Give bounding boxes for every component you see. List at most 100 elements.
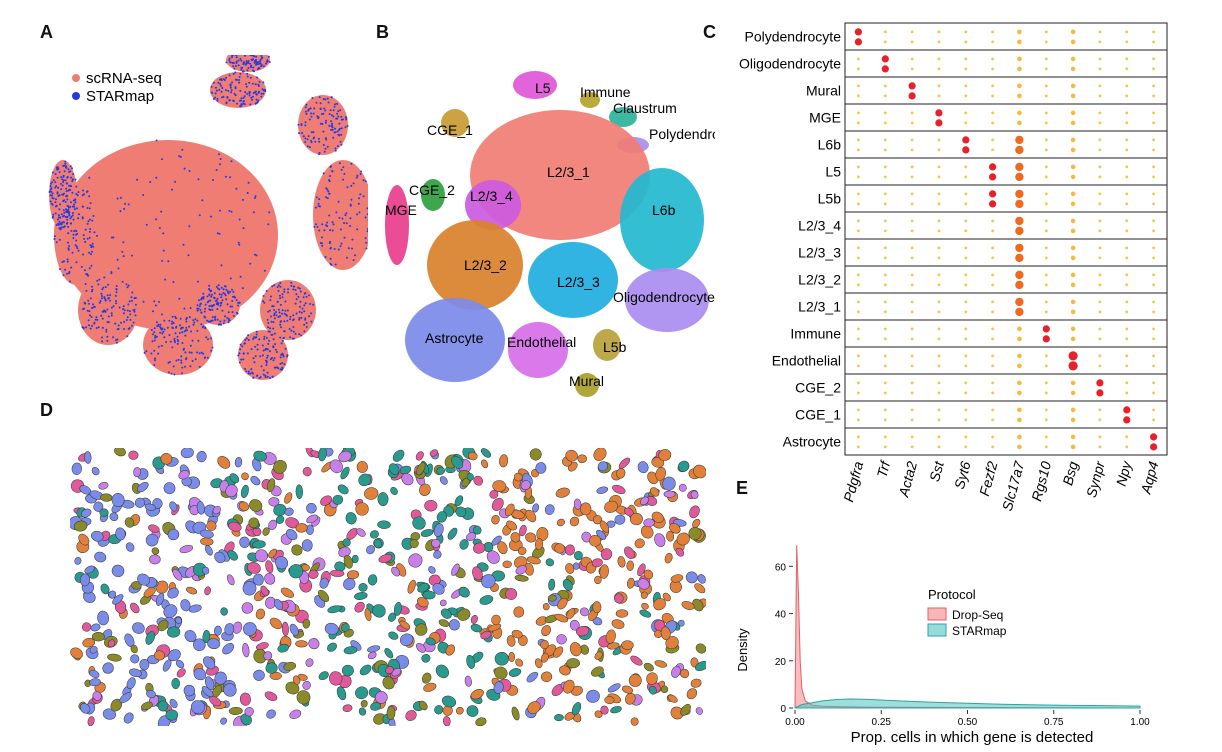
starmap-point — [72, 237, 75, 240]
starmap-point — [270, 320, 273, 323]
dotplot-dot — [1152, 391, 1155, 395]
dotplot-dot — [1096, 379, 1104, 387]
starmap-point — [259, 59, 262, 61]
spatial-cell — [569, 516, 580, 527]
dotplot-dot — [1152, 310, 1155, 314]
starmap-point — [263, 338, 266, 340]
starmap-point — [279, 315, 281, 318]
starmap-point — [281, 339, 284, 342]
starmap-point — [220, 286, 223, 289]
spatial-cell — [617, 556, 626, 568]
spatial-cell — [345, 512, 357, 525]
starmap-point — [92, 306, 95, 309]
starmap-point — [255, 55, 258, 58]
starmap-point — [230, 89, 233, 92]
starmap-point — [303, 330, 306, 333]
dotplot-dot — [964, 300, 968, 304]
starmap-point — [340, 242, 343, 245]
spatial-cell — [506, 520, 518, 531]
spatial-cell — [630, 655, 643, 666]
dotplot-dot — [1015, 216, 1024, 226]
starmap-point — [245, 60, 248, 63]
starmap-point — [340, 143, 343, 146]
starmap-point — [283, 288, 286, 291]
starmap-point — [220, 78, 223, 80]
starmap-point — [326, 188, 329, 191]
starmap-point — [188, 325, 191, 328]
dotplot-dot — [964, 256, 968, 260]
starmap-point — [77, 213, 80, 216]
starmap-point — [326, 197, 329, 200]
starmap-point — [65, 222, 68, 225]
dotplot-dot — [1070, 228, 1076, 234]
starmap-point — [70, 201, 72, 204]
spatial-cell — [473, 542, 486, 554]
spatial-cell — [73, 520, 88, 532]
tsne-cluster-7 — [143, 315, 213, 375]
starmap-point — [96, 279, 99, 282]
tsne-cluster — [575, 373, 599, 397]
starmap-point — [266, 318, 269, 321]
starmap-point — [142, 194, 145, 196]
dotplot-row-label: CGE_1 — [795, 407, 841, 423]
starmap-point — [323, 229, 326, 232]
starmap-point — [235, 60, 238, 63]
starmap-point — [246, 192, 249, 194]
starmap-point — [317, 137, 320, 140]
spatial-cell — [466, 705, 479, 717]
starmap-point — [290, 281, 293, 284]
starmap-point — [304, 141, 307, 144]
starmap-point — [232, 314, 235, 317]
starmap-point — [258, 60, 261, 63]
starmap-point — [91, 242, 94, 245]
dotplot-dot — [1017, 444, 1022, 450]
dotplot-dot — [1044, 57, 1048, 61]
spatial-cell — [506, 635, 516, 647]
spatial-cell — [663, 490, 676, 498]
starmap-point — [86, 222, 89, 225]
spatial-cell — [318, 589, 330, 602]
dotplot-dot — [1017, 29, 1022, 35]
spatial-cell — [470, 689, 484, 700]
dotplot-dot — [937, 138, 941, 142]
starmap-point — [231, 300, 234, 302]
spatial-cell — [269, 617, 283, 630]
starmap-point — [125, 283, 128, 286]
starmap-point — [220, 323, 222, 326]
spatial-cell — [296, 690, 311, 705]
starmap-point — [74, 244, 77, 247]
starmap-point — [179, 327, 182, 330]
starmap-point — [226, 316, 229, 319]
starmap-point — [95, 316, 98, 319]
starmap-point — [229, 61, 232, 64]
starmap-point — [346, 186, 349, 189]
starmap-point — [340, 115, 343, 118]
starmap-point — [359, 173, 362, 175]
cluster-label: MGE — [385, 202, 417, 218]
dotplot-dot — [937, 300, 941, 304]
spatial-cell — [540, 652, 549, 663]
starmap-point — [199, 308, 202, 311]
dotplot-dot — [937, 408, 941, 412]
starmap-point — [322, 112, 325, 115]
spatial-cell — [329, 459, 343, 474]
starmap-point — [192, 319, 195, 322]
starmap-point — [340, 228, 342, 231]
starmap-point — [225, 288, 228, 291]
starmap-point — [66, 204, 69, 207]
spatial-cell — [308, 569, 319, 579]
spatial-cell — [505, 588, 518, 600]
spatial-cell — [634, 538, 645, 549]
starmap-point — [365, 247, 368, 250]
legend-starmap-label: STARmap — [86, 88, 154, 105]
dotplot-dot — [1125, 111, 1129, 115]
starmap-point — [311, 97, 314, 99]
starmap-point — [232, 290, 235, 293]
starmap-point — [171, 315, 174, 318]
dotplot-dot — [1125, 310, 1129, 314]
spatial-cell — [466, 532, 477, 541]
starmap-point — [238, 361, 241, 364]
starmap-point — [66, 218, 69, 221]
cluster-label: Mural — [569, 373, 604, 389]
dotplot-dot — [1070, 218, 1076, 224]
